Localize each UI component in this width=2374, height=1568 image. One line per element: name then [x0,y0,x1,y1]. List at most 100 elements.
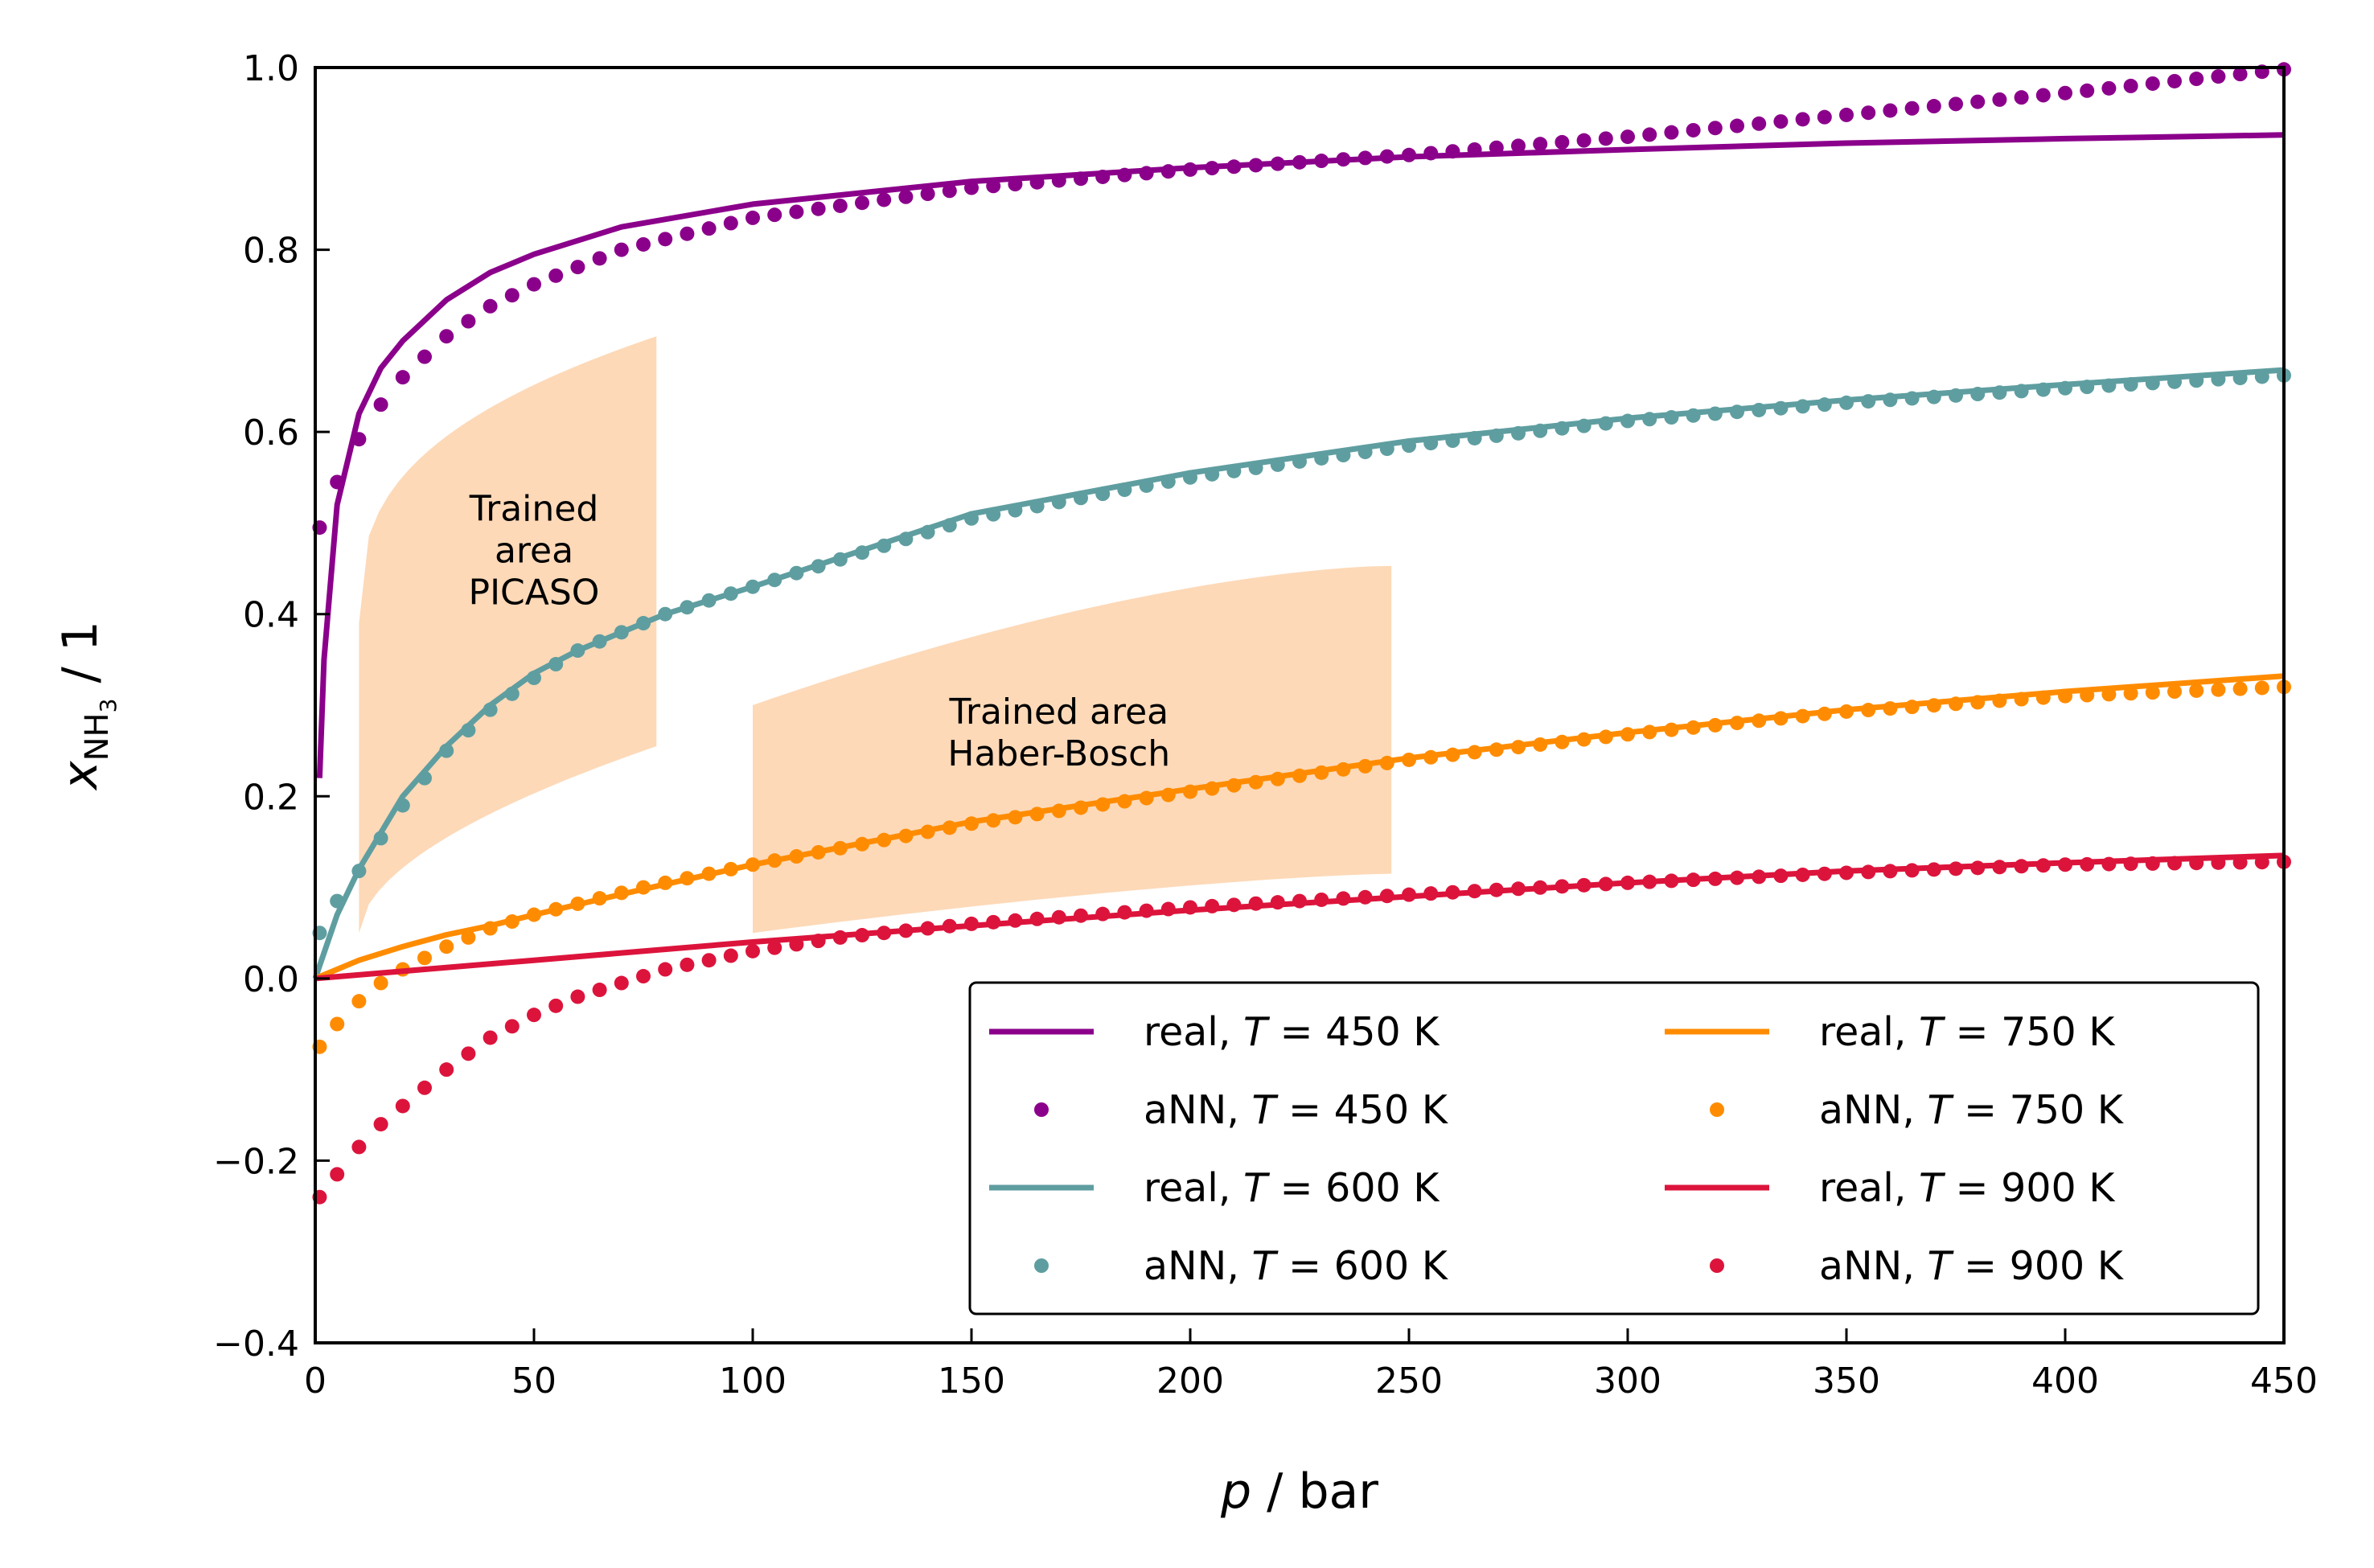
data-point-interp [2123,377,2138,392]
data-point-interp [1008,177,1023,192]
data-point-interp [570,896,585,911]
data-point [570,643,585,659]
data-point-interp [2232,371,2248,386]
y-tick-label: 0.2 [243,777,299,818]
data-point-interp [1205,898,1220,913]
data-point-interp [2035,382,2051,397]
region-label-2-line-1: Trained area [948,692,1169,733]
data-point [1839,395,1854,410]
data-point-interp [1248,158,1263,173]
data-point-interp [723,948,738,963]
data-point-interp [2167,684,2182,700]
data-point-interp [1992,385,2007,400]
data-point [1402,887,1416,902]
data-point-interp [1357,445,1373,460]
data-point-interp [1095,797,1111,812]
data-point-interp [1117,794,1132,809]
data-point-interp [1773,711,1789,726]
data-point-interp [680,600,695,615]
y-ticks: −0.4 −0.2 0.0 0.2 0.4 0.6 0.8 1.0 [213,48,330,1365]
data-point [1839,107,1854,122]
data-point-interp [701,221,717,236]
data-point-interp [1861,105,1876,121]
data-point-interp [1598,416,1613,431]
legend-entry-7: real, T = 900 K [1819,1165,2116,1211]
y-tick-label: −0.4 [213,1324,299,1365]
data-point [614,975,629,991]
data-point [2058,85,2072,101]
data-point-interp [811,201,826,216]
data-point-interp [1051,909,1066,925]
data-point-interp [1511,138,1526,154]
data-point-interp [2189,683,2204,698]
data-point-interp [1117,905,1132,920]
data-point-interp [1226,778,1242,793]
data-point-interp [1642,874,1657,889]
data-point [527,907,541,922]
data-point [964,916,979,931]
x-tick-label: 450 [2250,1361,2318,1402]
data-point-interp [898,923,914,938]
data-point-interp [2101,80,2117,96]
data-point-interp [1730,118,1744,133]
data-point [1183,470,1197,485]
data-point [614,242,629,257]
data-point-interp [1686,720,1701,735]
data-point-interp [1970,695,1986,710]
data-point-interp [701,866,717,881]
data-point-interp [898,189,914,204]
data-point-interp [1379,755,1394,770]
data-point-interp [1949,696,1963,712]
data-point [1620,413,1635,429]
data-point-interp [1008,503,1023,518]
data-point-interp [1445,433,1460,449]
data-point-interp [767,573,782,588]
data-point-interp [1314,154,1329,169]
data-point-interp [658,875,673,890]
data-point-interp [1992,860,2007,875]
data-point-interp [877,192,892,207]
data-point [964,816,979,831]
data-point-interp [1707,717,1723,733]
data-point [1402,752,1416,767]
data-point-interp [1707,871,1723,886]
data-point-interp [1074,908,1088,923]
data-point-interp [1051,173,1066,188]
data-point [964,180,979,195]
data-point-interp [373,831,388,846]
x-tick-label: 200 [1156,1361,1224,1402]
data-point-interp [1379,149,1394,164]
data-point [395,798,410,813]
data-point-interp [789,849,804,864]
data-point-interp [570,260,585,275]
data-point-interp [461,930,476,945]
data-point-interp [1467,884,1482,899]
data-point [373,397,388,413]
data-point-interp [1357,889,1373,905]
data-point-interp [1904,700,1920,715]
data-point-interp [1795,399,1810,414]
data-point-interp [1970,387,1986,402]
data-point-interp [1029,499,1045,514]
data-point-interp [1555,134,1570,150]
data-point-interp [1336,448,1351,463]
data-point-interp [1598,876,1613,892]
data-point-interp [1205,781,1220,796]
data-point-interp [1707,406,1723,421]
region-label-1-line-1: Trained [469,488,599,529]
data-point-interp [1861,864,1876,880]
data-point-interp [1074,491,1088,506]
data-point-interp [2254,680,2269,696]
data-point-interp [1095,486,1111,502]
data-point-interp [2080,856,2095,872]
data-point-interp [1095,906,1111,922]
data-point-interp [1314,765,1329,780]
data-point-interp [1160,901,1176,917]
data-point-interp [1511,881,1526,897]
data-point-interp [789,937,804,952]
data-point [330,1016,345,1032]
data-point-interp [1883,103,1898,118]
x-axis-label: p / bar [1220,1463,1378,1520]
data-point-interp [1642,412,1657,427]
data-point [439,939,454,954]
